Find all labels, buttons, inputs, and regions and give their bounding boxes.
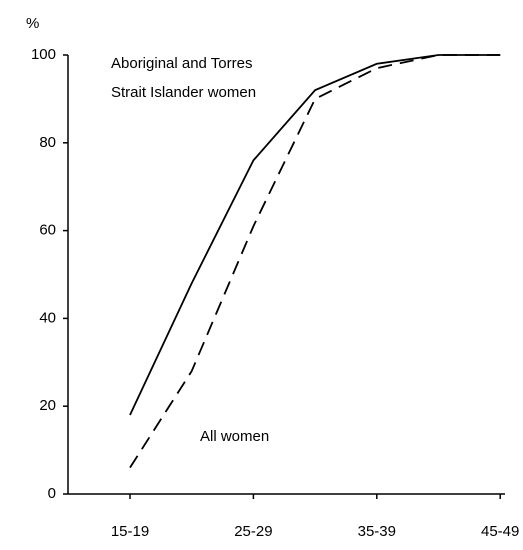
y-tick-label: 40: [39, 309, 56, 326]
y-tick-label: 60: [39, 222, 56, 239]
y-tick-label: 100: [31, 46, 56, 63]
x-tick-label: 15-19: [111, 523, 149, 540]
series-line: [129, 54, 501, 469]
y-tick-label: 20: [39, 397, 56, 414]
x-tick-label: 45-49: [481, 523, 519, 540]
series-line: [129, 54, 501, 416]
series-label: Aboriginal and Torres Strait Islander wo…: [111, 55, 257, 101]
x-tick-label: 35-39: [358, 523, 396, 540]
y-axis-label: %: [26, 15, 39, 32]
y-tick-label: 0: [48, 485, 56, 502]
x-tick-label: 25-29: [234, 523, 272, 540]
y-tick-label: 80: [39, 134, 56, 151]
series-label: All women: [200, 428, 270, 445]
